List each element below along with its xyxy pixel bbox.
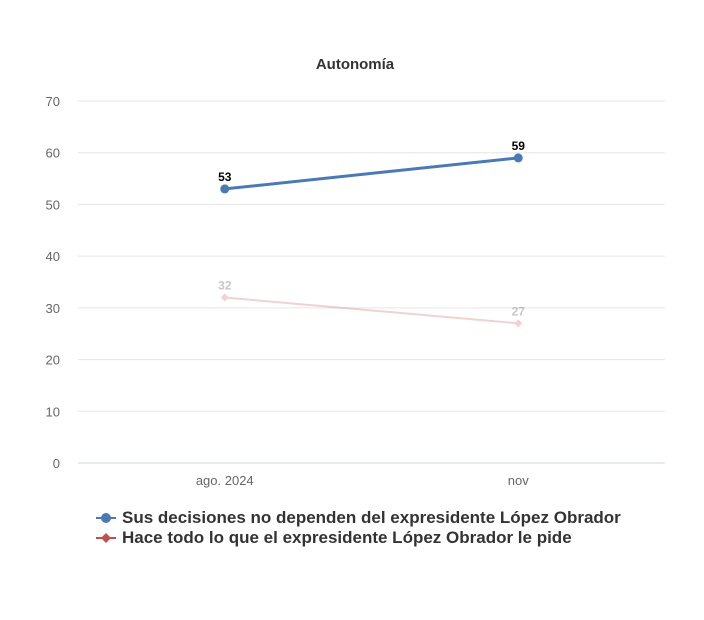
series-line — [223, 156, 520, 191]
data-labels: 53 59 32 27 — [218, 139, 525, 318]
legend-marker-circle-icon — [96, 513, 116, 523]
y-tick-label: 50 — [46, 197, 60, 212]
series-lines — [220, 153, 523, 328]
x-tick-label: ago. 2024 — [196, 473, 254, 488]
series-2 — [220, 293, 523, 328]
y-tick-label: 0 — [53, 456, 60, 471]
y-tick-label: 10 — [46, 404, 60, 419]
y-tick-label: 30 — [46, 301, 60, 316]
legend-item-series-1[interactable]: Sus decisiones no dependen del expreside… — [96, 508, 621, 528]
x-tick-label: nov — [508, 473, 529, 488]
data-label: 32 — [218, 279, 232, 293]
y-tick-label: 20 — [46, 353, 60, 368]
y-tick-label: 70 — [46, 94, 60, 109]
data-label: 59 — [512, 139, 526, 153]
legend: Sus decisiones no dependen del expreside… — [96, 508, 621, 548]
series-line — [223, 296, 520, 325]
legend-label: Sus decisiones no dependen del expreside… — [122, 508, 621, 527]
chart-title: Autonomía — [316, 56, 395, 73]
legend-marker-diamond-icon — [96, 533, 116, 543]
axes: 0 10 20 30 40 50 60 70 ago. 2024 nov — [46, 94, 665, 488]
data-point[interactable] — [220, 293, 229, 302]
legend-item-series-2[interactable]: Hace todo lo que el expresidente López O… — [96, 528, 621, 548]
data-label: 27 — [512, 304, 526, 318]
y-tick-label: 60 — [46, 146, 60, 161]
data-point[interactable] — [513, 153, 523, 163]
series-1 — [220, 153, 523, 194]
legend-label: Hace todo lo que el expresidente López O… — [122, 528, 572, 547]
grid-lines — [78, 100, 665, 412]
data-point[interactable] — [220, 184, 230, 194]
data-label: 53 — [218, 170, 232, 184]
data-point[interactable] — [514, 319, 523, 328]
y-tick-label: 40 — [46, 249, 60, 264]
